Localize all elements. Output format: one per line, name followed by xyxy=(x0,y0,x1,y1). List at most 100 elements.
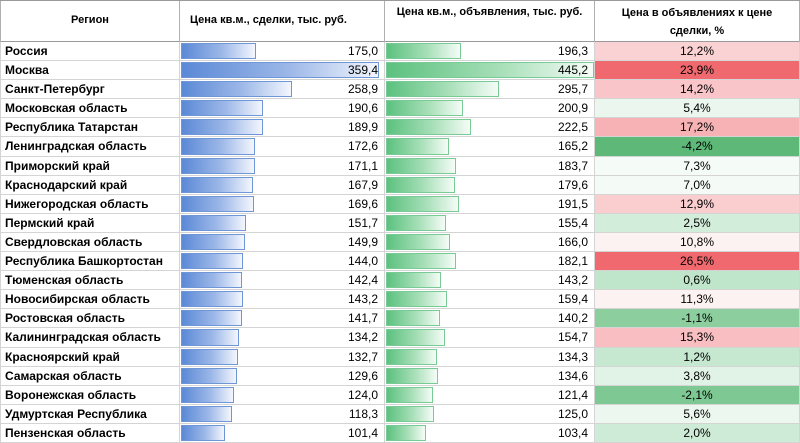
ad-price-cell: 182,1 xyxy=(385,252,595,271)
ratio-cell: 10,8% xyxy=(595,232,800,252)
ad-price-bar xyxy=(386,62,594,79)
ad-price-value: 121,4 xyxy=(557,387,588,402)
ad-price-bar xyxy=(386,157,457,174)
deal-price-value: 129,6 xyxy=(347,368,378,383)
ad-price-bar xyxy=(386,405,434,422)
ad-price-bar xyxy=(386,272,441,289)
deal-price-bar xyxy=(181,157,255,174)
ad-price-value: 103,4 xyxy=(557,425,588,440)
deal-price-bar xyxy=(181,62,379,79)
ad-price-bar xyxy=(386,119,472,136)
deal-price-cell: 134,2 xyxy=(180,328,385,347)
ratio-cell: 5,6% xyxy=(595,404,800,423)
table-body: Россия 175,0 196,3 12,2% Москва 359,4 445,2 23,… xyxy=(0,42,800,443)
deal-price-cell: 144,0 xyxy=(180,252,385,271)
ad-price-cell: 191,5 xyxy=(385,194,595,213)
deal-price-bar xyxy=(181,233,246,251)
ad-price-value: 222,5 xyxy=(557,120,588,135)
table-row: Самарская область 129,6 134,6 3,8% xyxy=(0,366,800,386)
ad-price-bar xyxy=(386,291,448,308)
region-name: Пермский край xyxy=(0,213,180,232)
ad-price-value: 155,4 xyxy=(557,215,588,230)
deal-price-bar xyxy=(181,81,293,98)
deal-price-value: 149,9 xyxy=(347,234,378,249)
deal-price-value: 134,2 xyxy=(347,330,378,345)
deal-price-bar xyxy=(181,272,243,289)
ratio-cell: 0,6% xyxy=(595,271,800,290)
ratio-cell: 26,5% xyxy=(595,252,800,271)
ratio-cell: 1,2% xyxy=(595,347,800,366)
deal-price-value: 141,7 xyxy=(347,311,378,326)
table-row: Республика Татарстан 189,9 222,5 17,2% xyxy=(0,118,800,138)
ad-price-cell: 143,2 xyxy=(385,271,595,290)
ad-price-value: 179,6 xyxy=(557,177,588,192)
deal-price-value: 124,0 xyxy=(347,387,378,402)
ratio-cell: 15,3% xyxy=(595,328,800,347)
ratio-cell: 2,5% xyxy=(595,213,800,232)
region-name: Самарская область xyxy=(0,366,180,385)
ad-price-value: 183,7 xyxy=(557,158,588,173)
ratio-cell: 11,3% xyxy=(595,290,800,309)
deal-price-cell: 142,4 xyxy=(180,271,385,290)
ratio-cell: 17,2% xyxy=(595,118,800,137)
region-name: Республика Башкортостан xyxy=(0,252,180,271)
deal-price-bar xyxy=(181,100,263,117)
ad-price-value: 445,2 xyxy=(557,63,588,78)
ad-price-bar xyxy=(386,81,500,98)
ad-price-bar xyxy=(386,348,438,365)
deal-price-cell: 258,9 xyxy=(180,80,385,99)
ad-price-bar xyxy=(386,138,450,155)
ratio-cell: 14,2% xyxy=(595,80,800,99)
deal-price-value: 118,3 xyxy=(348,406,378,421)
ad-price-value: 154,7 xyxy=(557,330,588,345)
region-name: Ленинградская область xyxy=(0,137,180,156)
ratio-cell: -1,1% xyxy=(595,309,800,328)
ratio-cell: 7,0% xyxy=(595,175,800,194)
region-name: Санкт-Петербург xyxy=(0,80,180,99)
ad-price-value: 159,4 xyxy=(557,292,588,307)
ad-price-cell: 183,7 xyxy=(385,156,595,175)
ad-price-value: 200,9 xyxy=(557,101,588,116)
table-row: Новосибирская область 143,2 159,4 11,3% xyxy=(0,290,800,310)
ratio-cell: 2,0% xyxy=(595,423,800,442)
deal-price-value: 169,6 xyxy=(347,196,378,211)
table-row: Пензенская область 101,4 103,4 2,0% xyxy=(0,423,800,443)
header-ad-price: Цена кв.м., объявления, тыс. руб. xyxy=(385,1,595,42)
region-name: Москва xyxy=(0,61,180,80)
table-row: Воронежская область 124,0 121,4 -2,1% xyxy=(0,385,800,405)
table-row: Нижегородская область 169,6 191,5 12,9% xyxy=(0,194,800,214)
ad-price-bar xyxy=(386,367,438,384)
ratio-cell: 3,8% xyxy=(595,366,800,385)
ad-price-cell: 295,7 xyxy=(385,80,595,99)
deal-price-bar xyxy=(181,253,243,270)
deal-price-value: 359,4 xyxy=(347,63,378,78)
ad-price-value: 182,1 xyxy=(557,254,588,269)
deal-price-cell: 171,1 xyxy=(180,156,385,175)
ad-price-cell: 155,4 xyxy=(385,213,595,232)
region-name: Нижегородская область xyxy=(0,194,180,213)
ratio-cell: 5,4% xyxy=(595,99,800,118)
deal-price-value: 144,0 xyxy=(347,254,378,269)
ad-price-bar xyxy=(386,176,455,193)
ad-price-cell: 159,4 xyxy=(385,290,595,309)
ad-price-value: 196,3 xyxy=(557,44,588,58)
deal-price-cell: 101,4 xyxy=(180,423,385,442)
region-name: Воронежская область xyxy=(0,385,180,404)
ad-price-value: 191,5 xyxy=(557,196,588,211)
ad-price-cell: 445,2 xyxy=(385,61,595,80)
deal-price-value: 167,9 xyxy=(347,177,378,192)
ratio-cell: 12,2% xyxy=(595,42,800,61)
ad-price-bar xyxy=(386,195,460,212)
table-row: Ростовская область 141,7 140,2 -1,1% xyxy=(0,309,800,329)
table-row: Россия 175,0 196,3 12,2% xyxy=(0,42,800,62)
table-row: Красноярский край 132,7 134,3 1,2% xyxy=(0,347,800,367)
region-name: Московская область xyxy=(0,99,180,118)
ad-price-cell: 196,3 xyxy=(385,42,595,61)
region-name: Тюменская область xyxy=(0,271,180,290)
ad-price-bar xyxy=(386,43,462,60)
table-row: Москва 359,4 445,2 23,9% xyxy=(0,61,800,81)
region-name: Россия xyxy=(0,42,180,61)
ad-price-cell: 165,2 xyxy=(385,137,595,156)
deal-price-cell: 124,0 xyxy=(180,385,385,404)
ad-price-cell: 200,9 xyxy=(385,99,595,118)
